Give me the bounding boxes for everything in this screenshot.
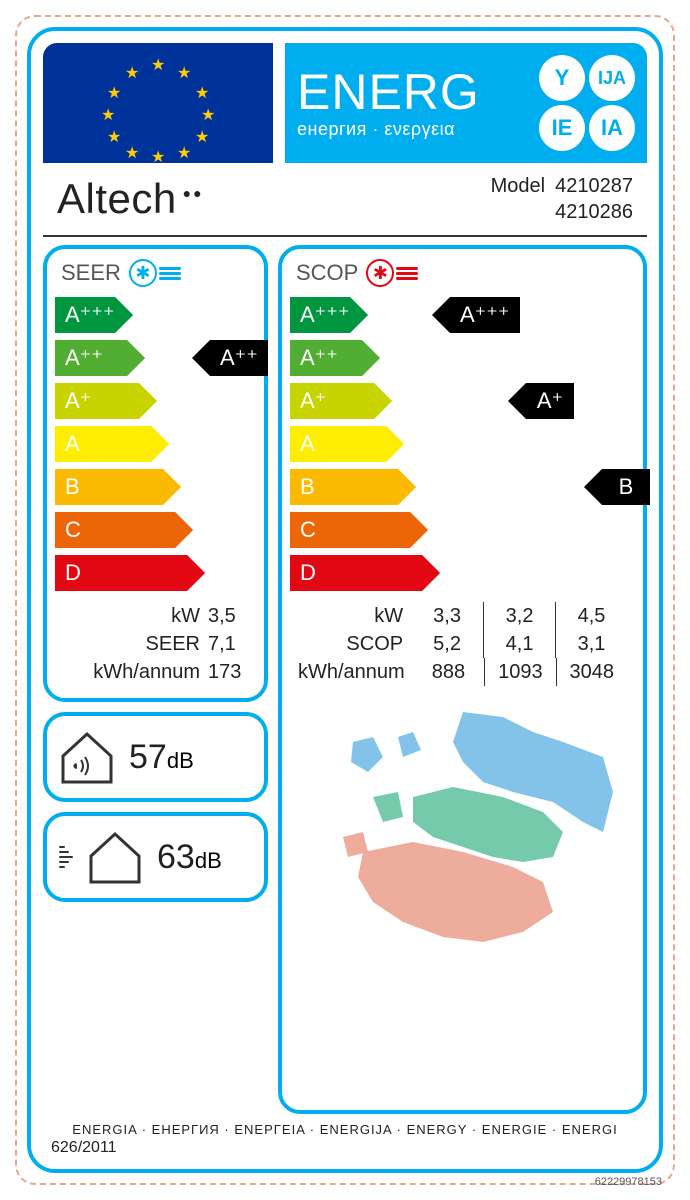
- rating-bar: B: [55, 469, 163, 505]
- rating-bar: A⁺⁺⁺: [290, 297, 350, 333]
- rating-bar: C: [55, 512, 175, 548]
- cut-border: ★ ★ ★ ★ ★ ★ ★ ★ ★ ★ ★ ★ ENERG енергия · …: [15, 15, 675, 1185]
- regulation-number: 626/2011: [43, 1139, 647, 1157]
- heating-icon: ✱: [366, 259, 418, 287]
- rating-bar: A⁺: [290, 383, 374, 419]
- rating-bar-row: A⁺⁺A⁺⁺: [55, 338, 256, 378]
- rating-bar-row: B: [55, 467, 256, 507]
- rating-pointer: B: [602, 469, 650, 505]
- rating-bar-row: A⁺⁺⁺: [55, 295, 256, 335]
- rating-bar-row: D: [290, 553, 635, 593]
- scop-data-table: kW3,33,24,5 SCOP5,24,13,1 kWh/annum88810…: [290, 596, 635, 688]
- rating-bar-row: A: [55, 424, 256, 464]
- rating-bar: A: [55, 426, 151, 462]
- scop-panel: SCOP ✱ A⁺⁺⁺A⁺⁺⁺A⁺⁺A⁺A⁺ABBCD kW3,33,24,5 …: [278, 245, 647, 1114]
- rating-bar: A⁺: [55, 383, 139, 419]
- scop-title: SCOP: [296, 260, 358, 286]
- label-header: ★ ★ ★ ★ ★ ★ ★ ★ ★ ★ ★ ★ ENERG енергия · …: [43, 43, 647, 163]
- lang-badge: IE: [539, 105, 585, 151]
- seer-rating-bars: A⁺⁺⁺ A⁺⁺A⁺⁺ A⁺ ABCD: [55, 295, 256, 593]
- energ-subtitle: енергия · ενεργεια: [297, 119, 529, 140]
- seer-panel: SEER ✱ A⁺⁺⁺A⁺⁺A⁺⁺A⁺ABCD kW3,5 SEER7,1 kW…: [43, 245, 268, 702]
- energ-box: ENERG енергия · ενεργεια Y IJA IE IA: [285, 43, 647, 163]
- rating-pointer: A⁺⁺: [210, 340, 268, 376]
- rating-bar: B: [290, 469, 398, 505]
- rating-bar-row: A⁺⁺: [290, 338, 635, 378]
- outdoor-sound-icon: [87, 830, 143, 884]
- brand-name: Altech ●●: [57, 175, 204, 223]
- rating-bar-row: A: [290, 424, 635, 464]
- outdoor-sound-value: 63: [157, 838, 195, 876]
- footer-languages: ENERGIA · ЕНЕРГИЯ · ΕΝΕΡΓΕΙΑ · ENERGIJA …: [43, 1114, 647, 1139]
- energy-label: ★ ★ ★ ★ ★ ★ ★ ★ ★ ★ ★ ★ ENERG енергия · …: [27, 27, 663, 1173]
- rating-bar-row: BB: [290, 467, 635, 507]
- scop-rating-bars: A⁺⁺⁺ A⁺⁺⁺ A⁺⁺ A⁺ A⁺ A BB CD: [290, 295, 635, 596]
- lang-badges: Y IJA IE IA: [539, 55, 635, 151]
- sound-waves-icon: [59, 846, 73, 868]
- rating-bar-row: C: [55, 510, 256, 550]
- cooling-icon: ✱: [129, 259, 181, 287]
- rating-bar-row: A⁺ A⁺: [290, 381, 635, 421]
- rating-bar: A⁺⁺⁺: [55, 297, 115, 333]
- rating-pointer: A⁺⁺⁺: [450, 297, 520, 333]
- model-block: Model4210287 4210286: [491, 173, 633, 225]
- rating-bar: A⁺⁺: [55, 340, 127, 376]
- lang-badge: Y: [539, 55, 585, 101]
- seer-title: SEER: [61, 260, 121, 286]
- brand-model-row: Altech ●● Model4210287 4210286: [43, 163, 647, 237]
- rating-bar-row: A⁺: [55, 381, 256, 421]
- climate-map: [290, 692, 635, 972]
- rating-bar: A: [290, 426, 386, 462]
- eu-flag: ★ ★ ★ ★ ★ ★ ★ ★ ★ ★ ★ ★: [43, 43, 273, 163]
- indoor-sound-icon: [59, 730, 115, 784]
- rating-bar-row: A⁺⁺⁺ A⁺⁺⁺: [290, 295, 635, 335]
- rating-pointer: A⁺: [526, 383, 574, 419]
- rating-bar-row: D: [55, 553, 256, 593]
- rating-bar: D: [290, 555, 422, 591]
- serial-number: 62229978153: [595, 1176, 662, 1188]
- rating-bar-row: C: [290, 510, 635, 550]
- rating-bar: D: [55, 555, 187, 591]
- energ-title: ENERG: [297, 67, 529, 117]
- indoor-sound-value: 57: [129, 738, 167, 776]
- rating-bar: C: [290, 512, 410, 548]
- outdoor-sound-panel: 63dB: [43, 812, 268, 902]
- lang-badge: IA: [589, 105, 635, 151]
- indoor-sound-panel: 57dB: [43, 712, 268, 802]
- rating-bar: A⁺⁺: [290, 340, 362, 376]
- lang-badge: IJA: [589, 55, 635, 101]
- seer-data-table: kW3,5 SEER7,1 kWh/annum173: [55, 596, 256, 688]
